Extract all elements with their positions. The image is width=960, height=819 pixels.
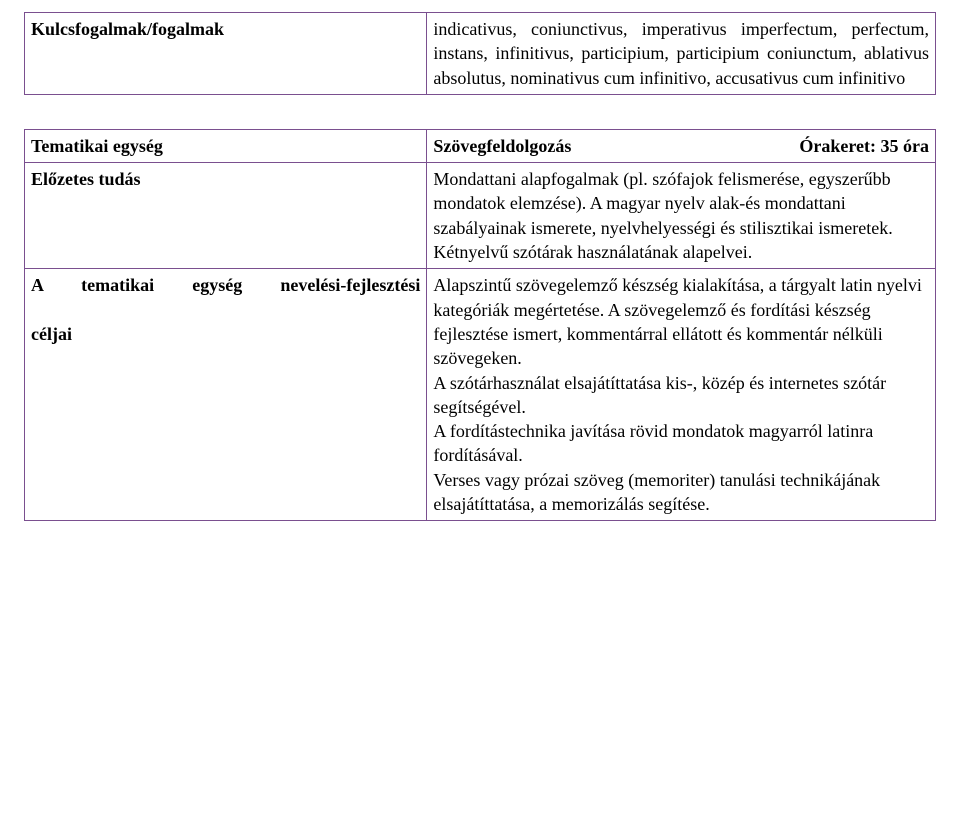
development-goals-content-cell: Alapszintű szövegelemző készség kialakít… bbox=[427, 269, 936, 521]
development-goals-label-line1: A tematikai egység nevelési-fejlesztési bbox=[31, 273, 420, 322]
key-concepts-label: Kulcsfogalmak/fogalmak bbox=[31, 19, 224, 39]
prior-knowledge-label-cell: Előzetes tudás bbox=[25, 163, 427, 269]
development-goals-content: Alapszintű szövegelemző készség kialakít… bbox=[433, 275, 922, 514]
key-concepts-label-cell: Kulcsfogalmak/fogalmak bbox=[25, 13, 427, 95]
development-goals-label-cell: A tematikai egység nevelési-fejlesztési … bbox=[25, 269, 427, 521]
prior-knowledge-label: Előzetes tudás bbox=[31, 169, 141, 189]
prior-knowledge-content: Mondattani alapfogalmak (pl. szófajok fe… bbox=[433, 169, 892, 262]
thematic-unit-label-cell: Tematikai egység bbox=[25, 129, 427, 162]
key-concepts-content-cell: indicativus, coniunctivus, imperativus i… bbox=[427, 13, 936, 95]
table-spacer bbox=[24, 95, 936, 129]
thematic-unit-title-cell: Szövegfeldolgozás Órakeret: 35 óra bbox=[427, 129, 936, 162]
prior-knowledge-content-cell: Mondattani alapfogalmak (pl. szófajok fe… bbox=[427, 163, 936, 269]
thematic-unit-table: Tematikai egység Szövegfeldolgozás Órake… bbox=[24, 129, 936, 521]
key-concepts-table: Kulcsfogalmak/fogalmak indicativus, coni… bbox=[24, 12, 936, 95]
thematic-unit-label: Tematikai egység bbox=[31, 136, 163, 156]
development-goals-label-line2: céljai bbox=[31, 322, 420, 346]
thematic-unit-title: Szövegfeldolgozás bbox=[433, 134, 571, 158]
key-concepts-content: indicativus, coniunctivus, imperativus i… bbox=[433, 19, 929, 88]
thematic-unit-timeframe: Órakeret: 35 óra bbox=[799, 134, 929, 158]
